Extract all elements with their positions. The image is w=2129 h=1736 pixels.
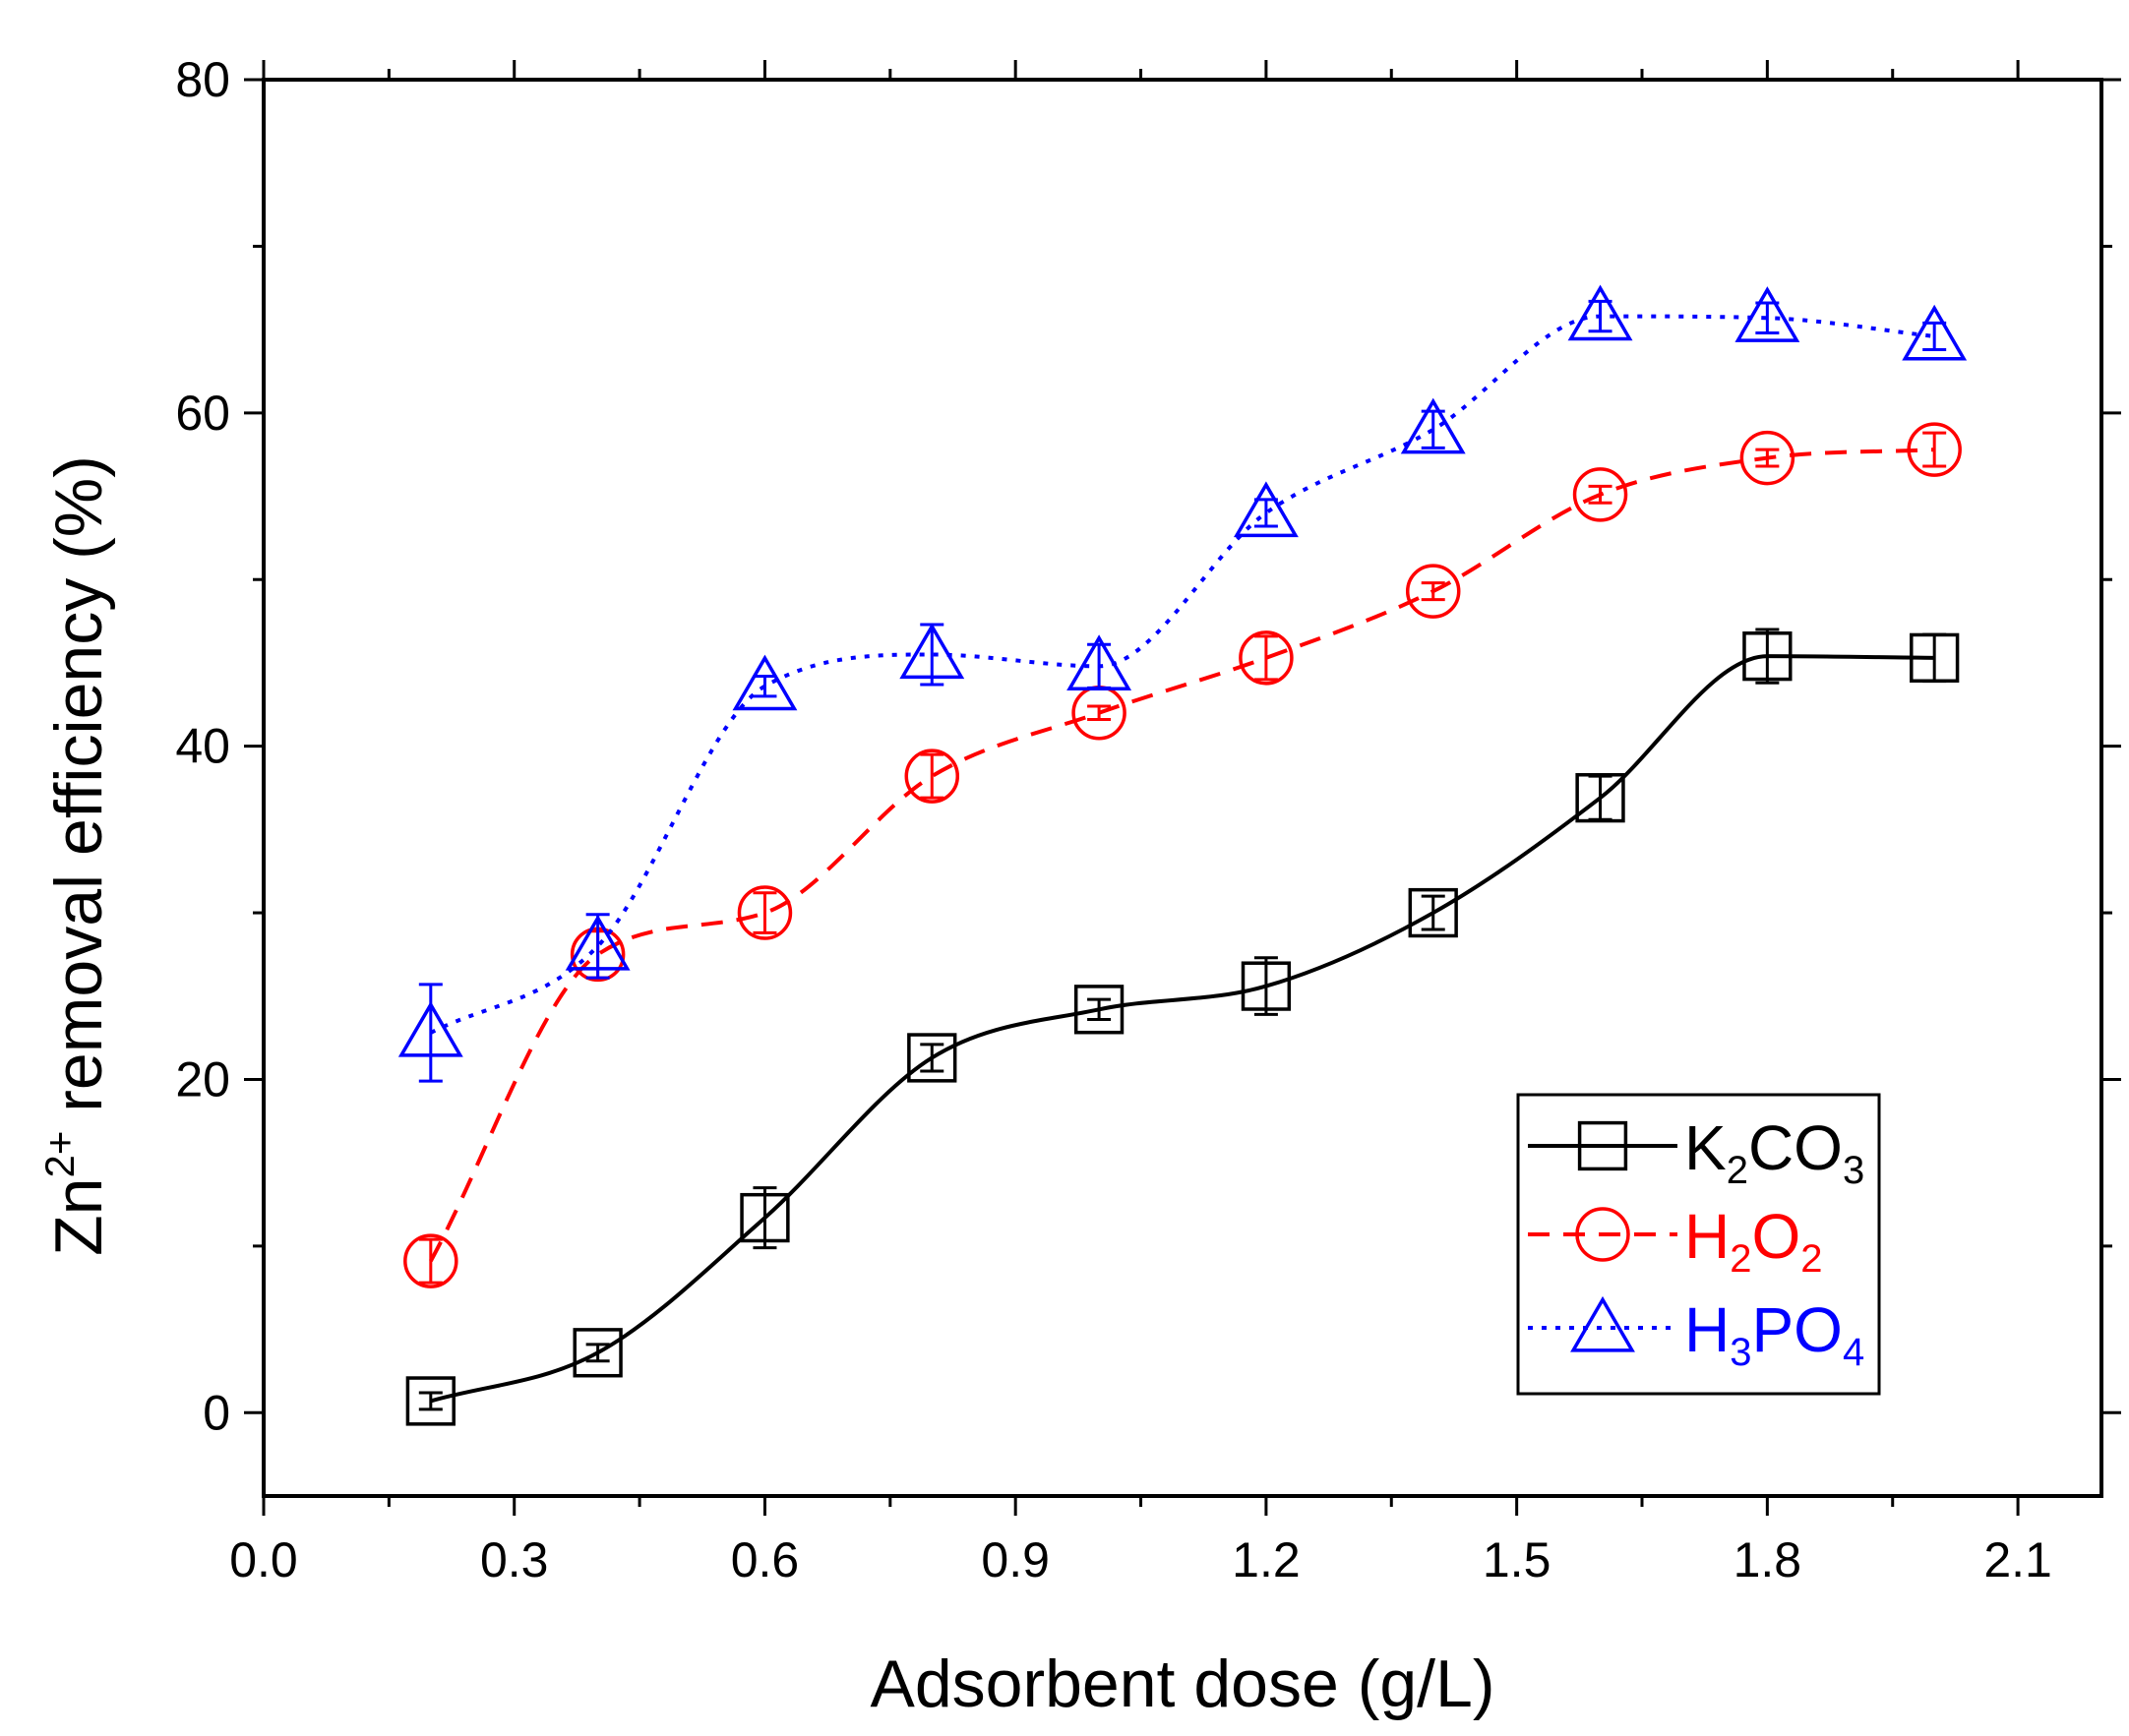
data-point [1408, 887, 1458, 938]
data-point [405, 1376, 456, 1426]
series-H3PO4 [397, 284, 1968, 1083]
x-tick-label: 0.3 [480, 1532, 549, 1587]
y-tick-label: 80 [175, 52, 230, 107]
y-tick-label: 60 [175, 386, 230, 441]
data-point [1241, 961, 1292, 1011]
data-point [1233, 481, 1299, 538]
y-axis-title-base: Zn [41, 1178, 116, 1256]
legend-label: K2CO3 [1684, 1112, 1864, 1192]
y-axis-title-rest: removal efficiency (%) [41, 455, 116, 1131]
data-point [1572, 467, 1628, 522]
legend-marker [1570, 1295, 1635, 1352]
data-point [1742, 631, 1793, 682]
y-tick-label: 0 [203, 1385, 230, 1440]
data-point [573, 1328, 623, 1378]
data-point [397, 1000, 463, 1057]
series-line [430, 654, 1935, 1404]
data-point [1567, 284, 1633, 341]
x-tick-label: 0.6 [731, 1532, 800, 1587]
legend-label: H2O2 [1684, 1201, 1823, 1281]
y-axis-title-superscript: 2+ [36, 1131, 83, 1178]
x-axis-title: Adsorbent dose (g/L) [870, 1646, 1494, 1721]
data-point [1405, 564, 1461, 619]
series-H2O2 [403, 422, 1962, 1288]
y-tick-label: 20 [175, 1051, 230, 1107]
data-point [1910, 632, 1960, 684]
data-point [1907, 422, 1962, 477]
legend-entry-H2O2: H2O2 [1528, 1201, 1823, 1281]
data-point [732, 654, 798, 711]
y-tick-label: 40 [175, 719, 230, 774]
data-point [403, 1233, 458, 1288]
x-tick-label: 0.9 [981, 1532, 1050, 1587]
x-tick-label: 1.5 [1483, 1532, 1551, 1587]
legend-marker [1575, 1207, 1630, 1262]
legend-label: H3PO4 [1684, 1294, 1864, 1374]
data-point [740, 1192, 790, 1243]
data-point [565, 914, 631, 971]
data-point [1739, 430, 1795, 486]
data-point [1400, 397, 1466, 454]
data-point [899, 623, 965, 680]
data-point [737, 885, 793, 940]
data-point [1902, 304, 1968, 361]
plot-frame [262, 78, 2103, 1498]
x-tick-label: 2.1 [1983, 1532, 2052, 1587]
legend-entry-K2CO3: K2CO3 [1528, 1112, 1864, 1192]
data-point [1734, 286, 1800, 342]
series-K2CO3 [405, 628, 1960, 1426]
data-point [1073, 985, 1125, 1035]
x-tick-label: 0.0 [229, 1532, 298, 1587]
data-point [904, 748, 960, 804]
series-line [429, 448, 1935, 1263]
x-tick-label: 1.2 [1232, 1532, 1301, 1587]
series-line [429, 314, 1935, 1035]
data-point [1575, 773, 1625, 823]
data-point [1066, 634, 1132, 690]
data-point [907, 1033, 957, 1083]
y-axis-title: Zn2+ removal efficiency (%) [36, 455, 116, 1256]
legend-marker [1577, 1120, 1628, 1171]
x-tick-label: 1.8 [1734, 1532, 1802, 1587]
legend: K2CO3 H2O2 H3PO4 [1516, 1093, 1881, 1396]
data-point [1239, 630, 1294, 686]
legend-entry-H3PO4: H3PO4 [1528, 1294, 1864, 1374]
